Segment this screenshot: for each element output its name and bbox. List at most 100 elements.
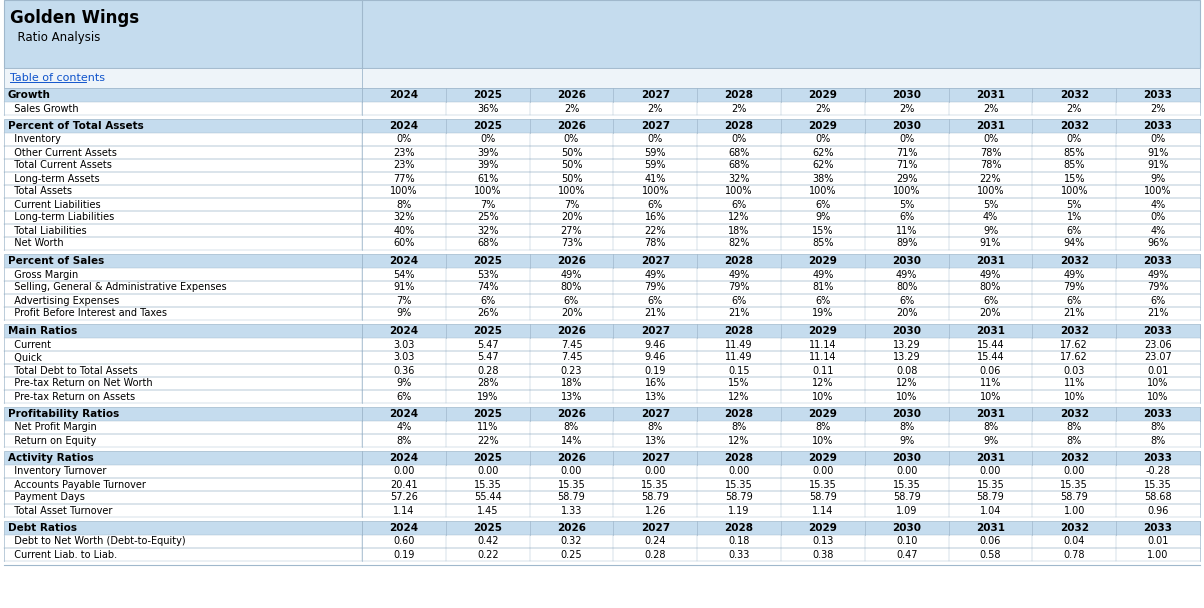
Text: 1.14: 1.14 — [394, 505, 414, 516]
Text: Current Liab. to Liab.: Current Liab. to Liab. — [8, 550, 117, 559]
Text: 0.23: 0.23 — [561, 365, 583, 376]
Text: Payment Days: Payment Days — [8, 492, 84, 502]
Text: 50%: 50% — [561, 161, 583, 170]
Bar — [4, 250, 1200, 254]
Text: 10%: 10% — [813, 392, 833, 401]
Bar — [4, 68, 1200, 88]
Text: 58.79: 58.79 — [893, 492, 921, 502]
Bar — [4, 294, 1200, 307]
Text: 1.00: 1.00 — [1147, 550, 1169, 559]
Text: 12%: 12% — [728, 213, 750, 223]
Text: 2030: 2030 — [892, 326, 921, 336]
Text: Activity Ratios: Activity Ratios — [8, 453, 94, 463]
Bar — [4, 535, 1200, 548]
Text: 71%: 71% — [896, 148, 917, 157]
Text: 9%: 9% — [396, 379, 412, 389]
Text: 91%: 91% — [1147, 161, 1169, 170]
Bar — [4, 211, 1200, 224]
Text: 7%: 7% — [480, 199, 495, 210]
Text: 2032: 2032 — [1060, 326, 1088, 336]
Text: 0.00: 0.00 — [561, 466, 583, 477]
Text: 2024: 2024 — [389, 409, 419, 419]
Text: 15.35: 15.35 — [976, 480, 1004, 489]
Text: Debt to Net Worth (Debt-to-Equity): Debt to Net Worth (Debt-to-Equity) — [8, 536, 185, 547]
Text: 49%: 49% — [1063, 269, 1085, 280]
Text: 2031: 2031 — [976, 90, 1005, 100]
Bar — [4, 133, 1200, 146]
Text: 0%: 0% — [396, 134, 412, 145]
Bar — [4, 0, 1200, 68]
Text: 58.79: 58.79 — [642, 492, 669, 502]
Text: 11%: 11% — [980, 379, 1002, 389]
Text: 0%: 0% — [1067, 134, 1082, 145]
Text: Accounts Payable Turnover: Accounts Payable Turnover — [8, 480, 146, 489]
Text: 58.79: 58.79 — [557, 492, 585, 502]
Bar — [4, 548, 1200, 561]
Text: 20%: 20% — [896, 308, 917, 319]
Text: 9%: 9% — [1151, 173, 1165, 184]
Text: 61%: 61% — [477, 173, 498, 184]
Text: 17.62: 17.62 — [1061, 339, 1088, 350]
Text: 13%: 13% — [644, 435, 666, 446]
Text: 0.47: 0.47 — [896, 550, 917, 559]
Text: 49%: 49% — [728, 269, 750, 280]
Text: 20%: 20% — [561, 308, 583, 319]
Text: 9.46: 9.46 — [644, 339, 666, 350]
Text: 2032: 2032 — [1060, 256, 1088, 266]
Text: 7%: 7% — [563, 199, 579, 210]
Text: 79%: 79% — [728, 283, 750, 292]
Bar — [4, 237, 1200, 250]
Text: Table of contents: Table of contents — [10, 73, 105, 83]
Text: 91%: 91% — [980, 238, 1002, 249]
Text: 4%: 4% — [396, 423, 412, 432]
Text: 1.45: 1.45 — [477, 505, 498, 516]
Text: 3.03: 3.03 — [394, 353, 414, 362]
Text: 49%: 49% — [1147, 269, 1169, 280]
Text: 36%: 36% — [477, 103, 498, 114]
Text: 11%: 11% — [896, 226, 917, 235]
Text: 2024: 2024 — [389, 326, 419, 336]
Text: 2030: 2030 — [892, 453, 921, 463]
Text: 2%: 2% — [1150, 103, 1165, 114]
Text: 9%: 9% — [899, 435, 914, 446]
Text: 13%: 13% — [561, 392, 583, 401]
Text: 2025: 2025 — [473, 453, 502, 463]
Text: 4%: 4% — [1151, 199, 1165, 210]
Text: 2026: 2026 — [557, 256, 586, 266]
Text: 15.35: 15.35 — [893, 480, 921, 489]
Text: 59%: 59% — [644, 161, 666, 170]
Text: 20%: 20% — [561, 213, 583, 223]
Text: 2030: 2030 — [892, 90, 921, 100]
Text: 2032: 2032 — [1060, 90, 1088, 100]
Text: 18%: 18% — [728, 226, 750, 235]
Text: 20%: 20% — [980, 308, 1002, 319]
Text: 2031: 2031 — [976, 523, 1005, 533]
Text: 15.44: 15.44 — [976, 353, 1004, 362]
Text: 11.49: 11.49 — [725, 353, 752, 362]
Text: 17.62: 17.62 — [1061, 353, 1088, 362]
Text: 10%: 10% — [896, 392, 917, 401]
Text: 22%: 22% — [980, 173, 1002, 184]
Text: 2%: 2% — [731, 103, 746, 114]
Text: 2026: 2026 — [557, 326, 586, 336]
Bar — [4, 517, 1200, 521]
Bar — [4, 364, 1200, 377]
Text: 2%: 2% — [1067, 103, 1082, 114]
Text: 58.68: 58.68 — [1144, 492, 1171, 502]
Bar — [4, 504, 1200, 517]
Text: 6%: 6% — [815, 199, 831, 210]
Text: 8%: 8% — [1151, 423, 1165, 432]
Text: Golden Wings: Golden Wings — [10, 9, 140, 27]
Text: 100%: 100% — [474, 187, 501, 196]
Text: 2025: 2025 — [473, 409, 502, 419]
Text: 49%: 49% — [561, 269, 583, 280]
Text: 0.22: 0.22 — [477, 550, 498, 559]
Text: 2033: 2033 — [1144, 326, 1173, 336]
Text: 2027: 2027 — [641, 453, 669, 463]
Text: 12%: 12% — [813, 379, 833, 389]
Text: 0.06: 0.06 — [980, 365, 1002, 376]
Text: 7%: 7% — [396, 295, 412, 305]
Text: 0.01: 0.01 — [1147, 365, 1169, 376]
Text: 85%: 85% — [1063, 148, 1085, 157]
Bar — [4, 447, 1200, 451]
